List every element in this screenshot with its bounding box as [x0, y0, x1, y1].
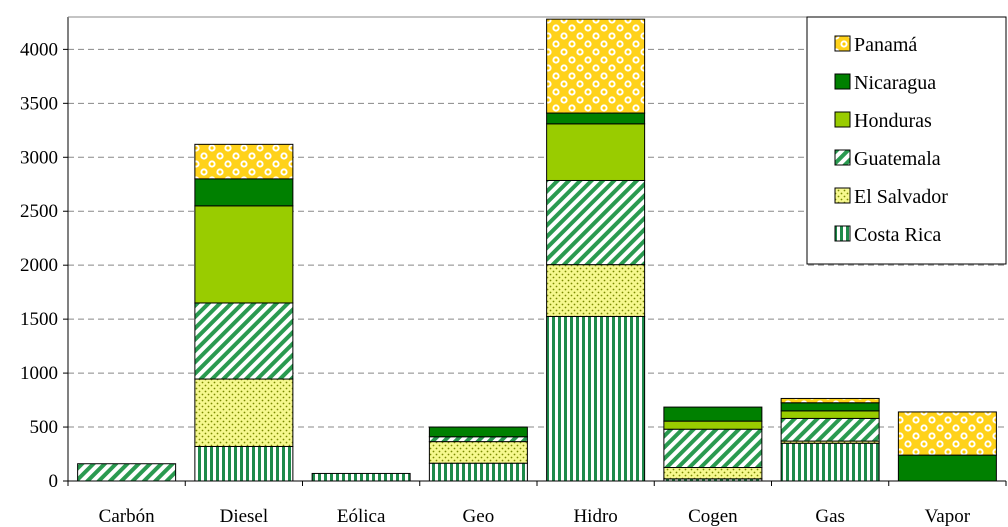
bar-segment-diesel-nicaragua — [194, 178, 294, 207]
bar-segment-cogen-honduras — [663, 420, 763, 430]
bar-segment-diesel-costa-rica — [194, 445, 294, 482]
x-tick-label: Hidro — [573, 506, 617, 527]
legend-label: Guatemala — [854, 148, 941, 170]
y-tick-label: 1000 — [20, 363, 58, 384]
bar-segment-geo-costa-rica — [428, 462, 528, 482]
legend-label: Costa Rica — [854, 224, 941, 246]
bar-segment-diesel-el-salvador — [194, 378, 294, 447]
legend-label: Panamá — [854, 34, 917, 56]
bar-segment-gas-panamá — [780, 397, 880, 404]
x-tick-label: Diesel — [220, 506, 269, 527]
bar-stacks — [77, 18, 997, 482]
bar-segment-vapor-panamá — [897, 411, 997, 456]
y-tick-label: 500 — [30, 417, 59, 438]
bar-segment-hidro-nicaragua — [546, 112, 646, 125]
bar-segment-carbón-guatemala — [77, 463, 177, 482]
bar-segment-cogen-el-salvador — [663, 467, 763, 480]
x-tick-label: Vapor — [925, 506, 971, 527]
bar-segment-diesel-panamá — [194, 143, 294, 180]
bar-segment-gas-honduras — [780, 410, 880, 419]
bar-segment-diesel-guatemala — [194, 302, 294, 380]
x-tick-label: Cogen — [688, 506, 738, 527]
y-axis-ticks: 0 500 1000 1500 2000 2500 3000 3500 4000 — [20, 39, 68, 492]
bar-segment-hidro-panamá — [546, 18, 646, 114]
x-axis-ticks: Carbón Diesel Eólica Geo Hidro Cogen Gas Vapor — [67, 481, 1007, 527]
bar-segment-geo-el-salvador — [428, 441, 528, 464]
bar-segment-gas-costa-rica — [780, 442, 880, 482]
legend-box — [806, 16, 1007, 265]
bar-segment-cogen-nicaragua — [663, 406, 763, 422]
bar-segment-diesel-honduras — [194, 205, 294, 304]
legend-swatch-icon — [834, 73, 851, 90]
x-tick-label: Eólica — [337, 506, 386, 527]
x-tick-label: Carbón — [99, 506, 155, 527]
bar-segment-cogen-guatemala — [663, 428, 763, 469]
bar-segment-geo-guatemala — [428, 436, 528, 443]
legend-swatch-icon — [834, 35, 851, 52]
legend-swatch-icon — [834, 187, 851, 204]
y-tick-label: 3000 — [20, 147, 58, 168]
bar-segment-hidro-costa-rica — [546, 315, 646, 482]
legend-label: El Salvador — [854, 186, 948, 208]
x-tick-label: Gas — [815, 506, 845, 527]
legend-swatch-icon — [834, 111, 851, 128]
bar-segment-hidro-honduras — [546, 123, 646, 181]
y-tick-label: 0 — [49, 471, 59, 492]
bar-segment-gas-guatemala — [780, 417, 880, 442]
bar-segment-hidro-el-salvador — [546, 264, 646, 317]
y-tick-label: 4000 — [20, 39, 58, 60]
x-tick-label: Geo — [463, 506, 495, 527]
y-tick-label: 2500 — [20, 201, 58, 222]
y-tick-label: 3500 — [20, 93, 58, 114]
legend-label: Honduras — [854, 110, 932, 132]
legend-label: Nicaragua — [854, 72, 936, 94]
bar-segment-gas-nicaragua — [780, 402, 880, 412]
y-tick-label: 1500 — [20, 309, 58, 330]
bar-segment-vapor-nicaragua — [897, 454, 997, 482]
bar-segment-eólica-costa-rica — [311, 472, 411, 482]
bar-segment-geo-nicaragua — [428, 426, 528, 438]
legend: Panamá Nicaragua Honduras Guatemala El Salva… — [806, 16, 1007, 265]
y-tick-label: 2000 — [20, 255, 58, 276]
bar-segment-hidro-guatemala — [546, 179, 646, 266]
legend-swatch-icon — [834, 149, 851, 166]
legend-swatch-icon — [834, 225, 851, 242]
